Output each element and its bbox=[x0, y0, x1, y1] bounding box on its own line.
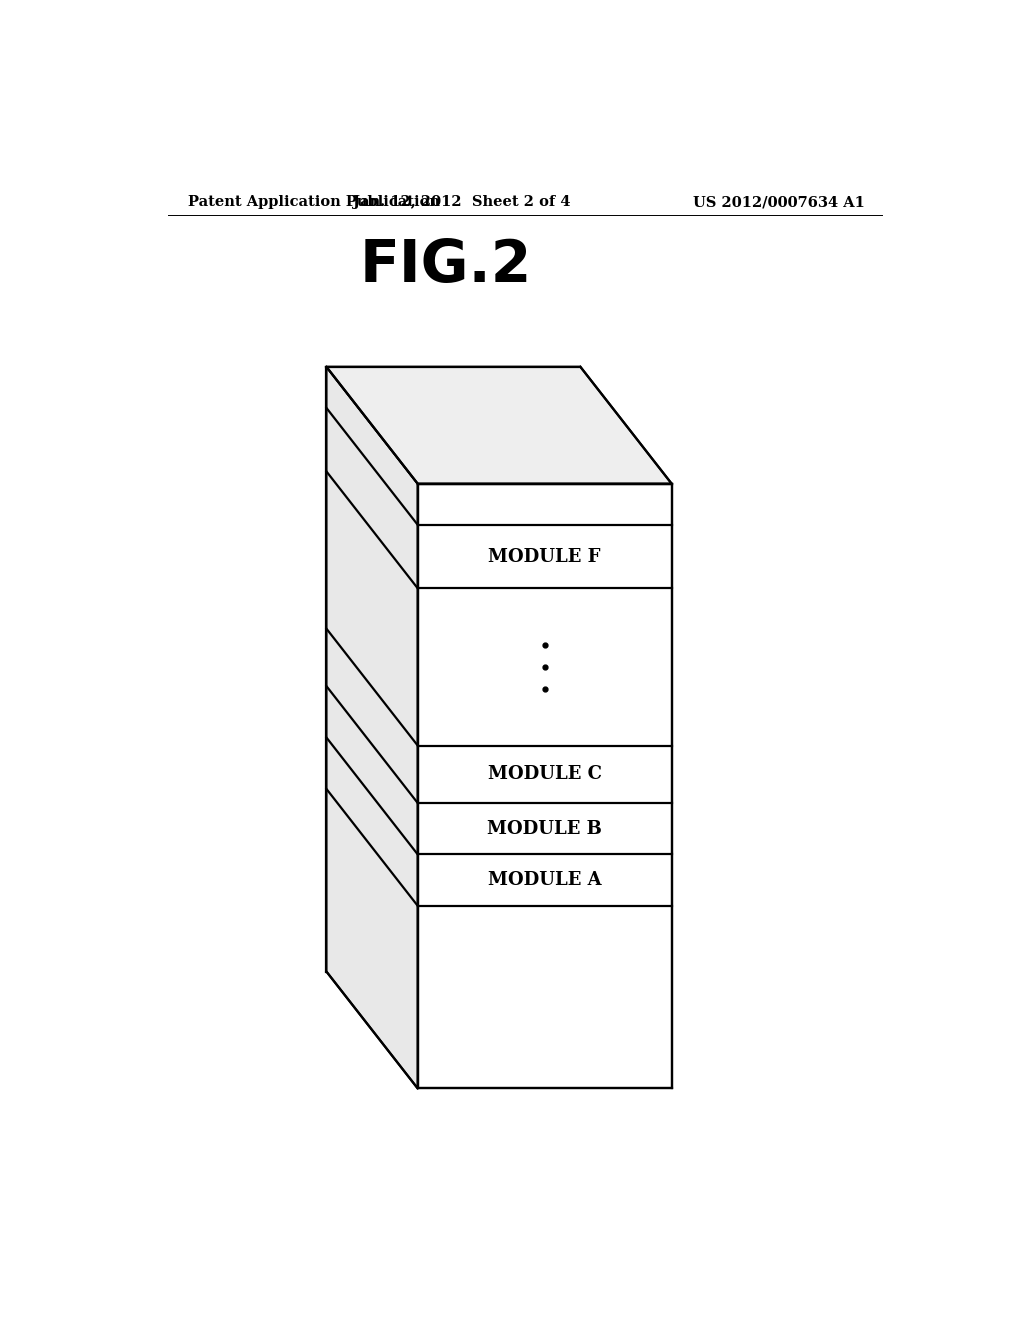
Text: FIG.2: FIG.2 bbox=[359, 236, 531, 293]
Polygon shape bbox=[327, 367, 672, 483]
Text: US 2012/0007634 A1: US 2012/0007634 A1 bbox=[693, 195, 864, 209]
Text: MODULE F: MODULE F bbox=[488, 548, 601, 565]
Text: MODULE A: MODULE A bbox=[487, 871, 601, 890]
Text: Patent Application Publication: Patent Application Publication bbox=[187, 195, 439, 209]
Text: MODULE B: MODULE B bbox=[487, 820, 602, 838]
Text: Jan. 12, 2012  Sheet 2 of 4: Jan. 12, 2012 Sheet 2 of 4 bbox=[352, 195, 570, 209]
Polygon shape bbox=[327, 367, 418, 1089]
Text: MODULE C: MODULE C bbox=[487, 766, 602, 783]
Bar bbox=[418, 483, 672, 1089]
